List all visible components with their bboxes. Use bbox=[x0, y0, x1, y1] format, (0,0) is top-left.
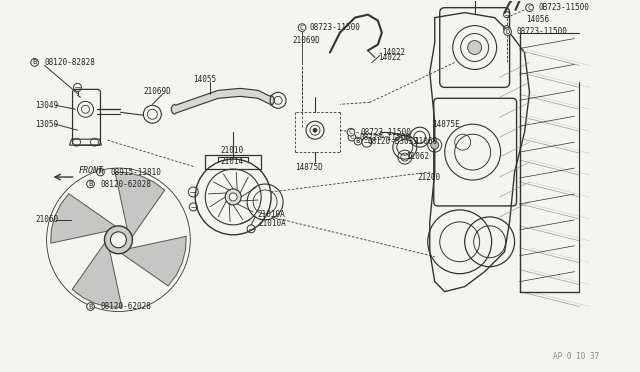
Text: 21069D: 21069D bbox=[292, 36, 320, 45]
Text: B: B bbox=[33, 60, 36, 65]
Text: 08120-62028: 08120-62028 bbox=[100, 180, 151, 189]
Text: 21010: 21010 bbox=[220, 145, 243, 155]
Text: 21014: 21014 bbox=[220, 157, 243, 166]
Text: M: M bbox=[99, 169, 102, 175]
Circle shape bbox=[468, 41, 482, 54]
Polygon shape bbox=[51, 194, 118, 243]
Text: AP 0 10 37: AP 0 10 37 bbox=[553, 352, 600, 361]
Text: 0B723-11500: 0B723-11500 bbox=[538, 3, 589, 12]
Polygon shape bbox=[72, 240, 122, 307]
Text: C: C bbox=[300, 25, 304, 31]
Text: 13050: 13050 bbox=[36, 120, 59, 129]
Text: D: D bbox=[506, 29, 509, 35]
Text: 11062: 11062 bbox=[406, 152, 429, 161]
Text: 14055: 14055 bbox=[193, 75, 216, 84]
Text: B: B bbox=[88, 304, 93, 310]
Text: 21010A: 21010A bbox=[258, 219, 286, 228]
Circle shape bbox=[111, 232, 127, 248]
Text: 08120-82828: 08120-82828 bbox=[45, 58, 95, 67]
Text: 08120-B3033: 08120-B3033 bbox=[368, 137, 419, 146]
Polygon shape bbox=[115, 172, 164, 239]
Text: 08120-62028: 08120-62028 bbox=[100, 302, 151, 311]
Text: 08723-11500: 08723-11500 bbox=[360, 133, 411, 142]
Text: 13049: 13049 bbox=[36, 101, 59, 110]
Polygon shape bbox=[119, 236, 186, 286]
Text: B: B bbox=[88, 181, 93, 187]
Text: 14022: 14022 bbox=[382, 48, 405, 57]
Text: 14056: 14056 bbox=[527, 15, 550, 24]
Text: 21060: 21060 bbox=[36, 215, 59, 224]
Circle shape bbox=[104, 226, 132, 254]
Text: FRONT: FRONT bbox=[79, 166, 104, 174]
Text: 11060: 11060 bbox=[414, 137, 437, 146]
Text: C: C bbox=[527, 5, 532, 11]
Circle shape bbox=[229, 193, 237, 201]
Text: C: C bbox=[349, 129, 353, 135]
Text: 21069D: 21069D bbox=[143, 87, 171, 96]
Text: 21010A: 21010A bbox=[257, 211, 285, 219]
Circle shape bbox=[431, 141, 439, 149]
Text: 21200: 21200 bbox=[418, 173, 441, 182]
Text: 08723-11500: 08723-11500 bbox=[309, 23, 360, 32]
Circle shape bbox=[313, 128, 317, 132]
Text: 08915-13810: 08915-13810 bbox=[111, 167, 161, 177]
Text: B: B bbox=[356, 138, 360, 144]
Text: 14022: 14022 bbox=[378, 53, 401, 62]
Text: 14875D: 14875D bbox=[295, 163, 323, 171]
Text: 08723-11500: 08723-11500 bbox=[361, 128, 412, 137]
Text: 08723-11500: 08723-11500 bbox=[516, 27, 568, 36]
Text: C: C bbox=[350, 134, 354, 140]
Text: 14875E: 14875E bbox=[432, 120, 460, 129]
Circle shape bbox=[225, 189, 241, 205]
